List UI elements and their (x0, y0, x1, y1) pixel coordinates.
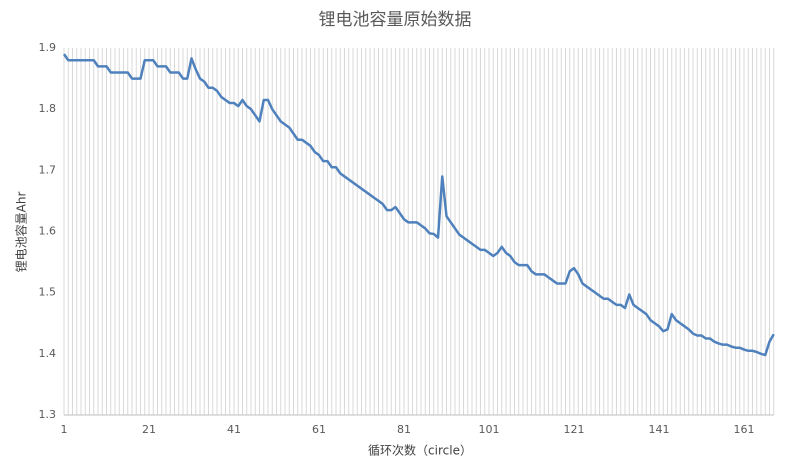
y-tick-label: 1.5 (39, 286, 57, 299)
x-axis-label: 循环次数（circle） (368, 443, 472, 458)
x-tick-label: 161 (734, 423, 755, 436)
y-tick-label: 1.6 (39, 225, 57, 238)
x-tick-label: 1 (61, 423, 68, 436)
x-tick-label: 121 (564, 423, 585, 436)
data-line (62, 53, 775, 357)
x-tick-label: 141 (649, 423, 670, 436)
y-tick-label: 1.9 (39, 41, 57, 54)
x-tick-label: 101 (479, 423, 500, 436)
y-tick-label: 1.3 (39, 408, 57, 421)
x-tick-label: 61 (312, 423, 326, 436)
x-tick-label: 41 (227, 423, 241, 436)
x-tick-label: 21 (142, 423, 156, 436)
chart-title: 锂电池容量原始数据 (319, 10, 472, 30)
y-tick-label: 1.7 (39, 163, 57, 176)
y-tick-label: 1.4 (39, 347, 57, 360)
x-tick-label: 81 (397, 423, 411, 436)
y-axis-label: 锂电池容量Ahr (14, 192, 29, 273)
y-tick-label: 1.8 (39, 102, 57, 115)
